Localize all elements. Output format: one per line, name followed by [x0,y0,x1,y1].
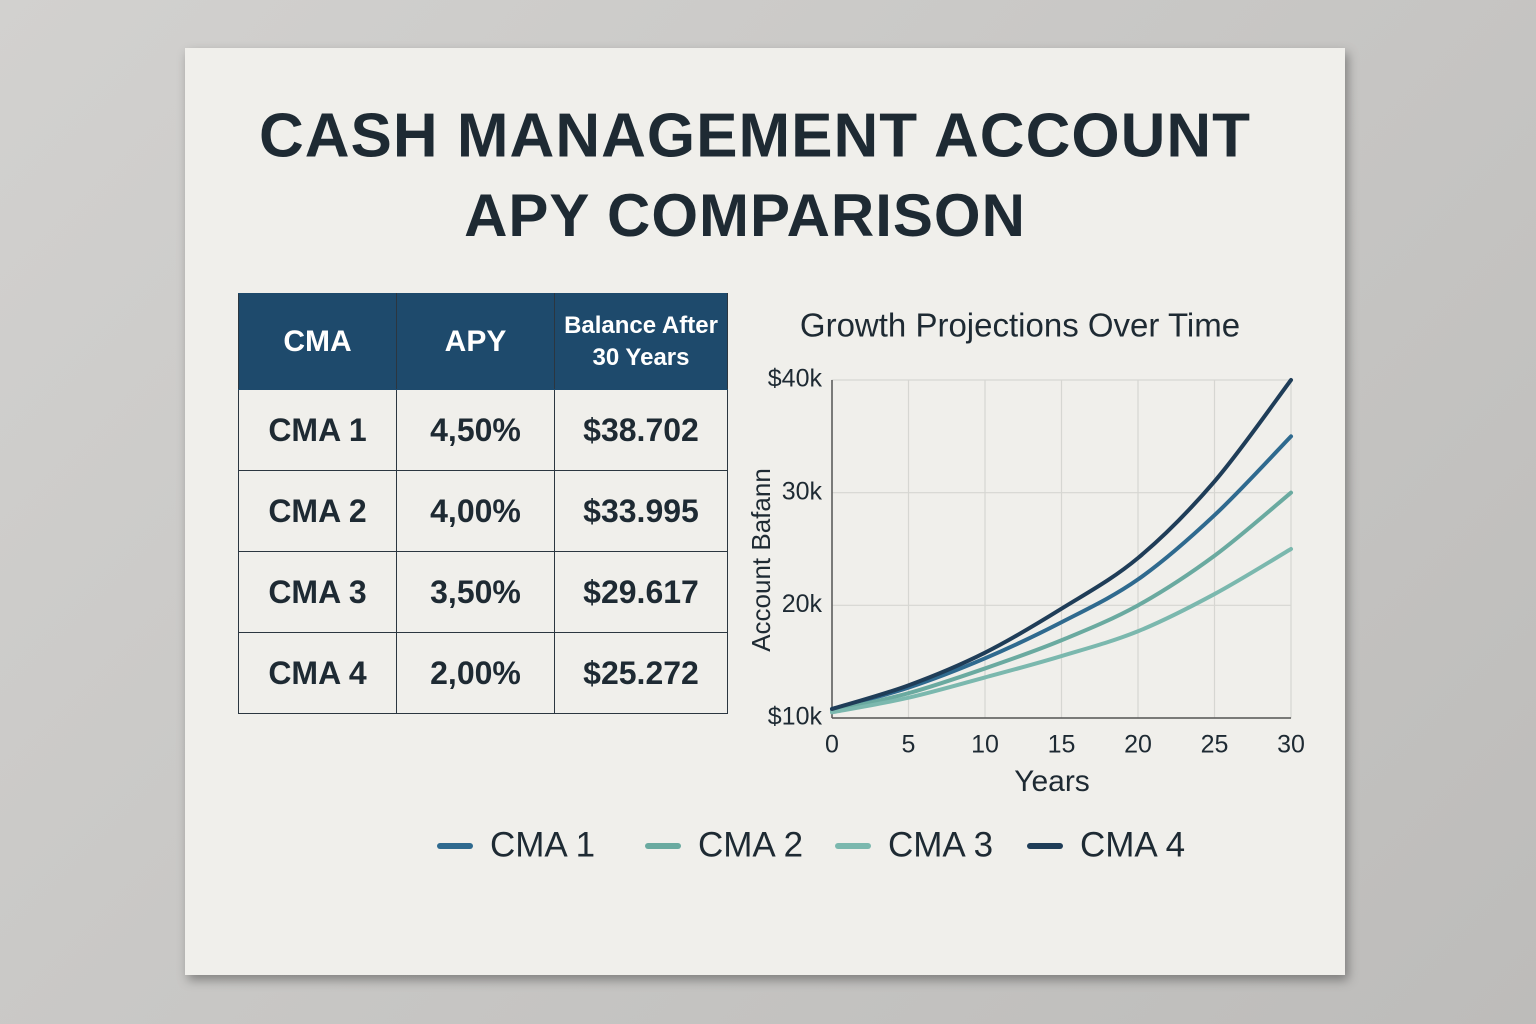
subtitle: APY COMPARISON [464,182,1026,249]
table-cell: 4,50% [396,389,555,471]
table-cell: $25.272 [554,632,728,714]
y-tick-label: 20k [782,590,823,618]
x-tick-label: 15 [1048,731,1076,759]
header-cell: APY [396,293,555,390]
table-cell: $33.995 [554,470,728,552]
series-line [830,378,1293,711]
title: CASH MANAGEMENT ACCOUNT [259,101,1251,170]
table-cell: CMA 2 [238,470,397,552]
legend-label: CMA 3 [888,825,993,864]
table-cell: $38.702 [554,389,728,471]
series-line [830,547,1293,715]
table-cell: 4,00% [396,470,555,552]
comparison-table: CMA APY Balance After 30 Years CMA 1 4,50% $3… [238,293,728,714]
x-tick-label: 0 [825,731,839,759]
table-cell: $29.617 [554,551,728,633]
y-tick-label: $10k [768,703,823,731]
series-line [830,434,1293,711]
x-tick-label: 30 [1277,731,1305,759]
y-axis-label: Account Bafann [746,468,776,652]
table-row: CMA 2 4,00% $33.995 [238,470,728,552]
table-row: CMA 3 3,50% $29.617 [238,551,728,633]
table-cell: CMA 3 [238,551,397,633]
table-cell: CMA 4 [238,632,397,714]
table-cell: 2,00% [396,632,555,714]
x-axis-label: Years [1014,765,1090,798]
header-row: CMA APY Balance After 30 Years [238,293,728,390]
chart-title: Growth Projections Over Time [800,307,1240,344]
legend-label: CMA 1 [490,825,595,864]
x-tick-label: 25 [1201,731,1229,759]
y-tick-label: $40k [768,365,823,393]
table-cell: CMA 1 [238,389,397,471]
x-tick-label: 20 [1124,731,1152,759]
x-tick-label: 5 [902,731,916,759]
table-cell: 3,50% [396,551,555,633]
legend-label: CMA 4 [1080,825,1185,864]
header-cell: Balance After 30 Years [554,293,728,390]
series-line [830,490,1293,714]
x-tick-label: 10 [971,731,999,759]
y-tick-label: 30k [782,477,823,505]
legend-label: CMA 2 [698,825,803,864]
table-row: CMA 4 2,00% $25.272 [238,632,728,714]
table-row: CMA 1 4,50% $38.702 [238,389,728,471]
header-cell: CMA [238,293,397,390]
